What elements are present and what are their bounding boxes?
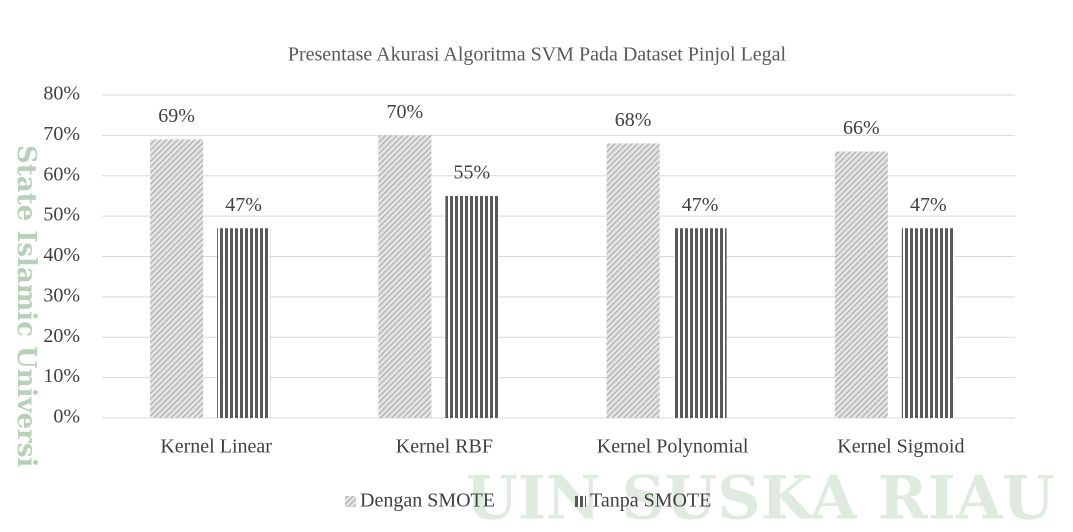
y-tick-label: 50% [43,204,80,226]
data-label: 47% [682,194,719,216]
data-label: 55% [454,162,491,184]
data-label: 47% [225,194,262,216]
bar [901,228,955,418]
y-tick-label: 60% [43,163,80,185]
y-tick-label: 70% [43,123,80,145]
x-tick-label: Kernel Linear [160,436,272,458]
legend-label: Dengan SMOTE [360,490,495,512]
watermark: UIN SUSKA RIAU [465,464,1054,532]
data-label: 66% [843,117,880,139]
legend-swatch [575,496,586,507]
bar [673,228,727,418]
legend-swatch [345,496,356,507]
y-tick-label: 0% [53,406,80,428]
bar [445,195,499,418]
y-tick-label: 10% [43,365,80,387]
y-tick-label: 30% [43,284,80,306]
y-tick-label: 20% [43,325,80,347]
data-label: 47% [910,194,947,216]
y-tick-label: 80% [43,83,80,105]
data-label: 68% [615,109,652,131]
legend-label: Tanpa SMOTE [590,490,711,512]
data-label: 70% [387,101,424,123]
bar [150,139,204,418]
bar [378,135,432,418]
data-label: 69% [158,105,195,127]
chart-title: Presentase Akurasi Algoritma SVM Pada Da… [288,44,787,66]
watermark: State Islamic Universi [11,145,41,467]
bar [834,151,888,418]
bar [217,228,271,418]
y-tick-label: 40% [43,244,80,266]
bar [606,143,660,418]
x-tick-label: Kernel RBF [396,436,493,458]
x-tick-label: Kernel Polynomial [597,436,749,458]
x-tick-label: Kernel Sigmoid [837,436,964,458]
